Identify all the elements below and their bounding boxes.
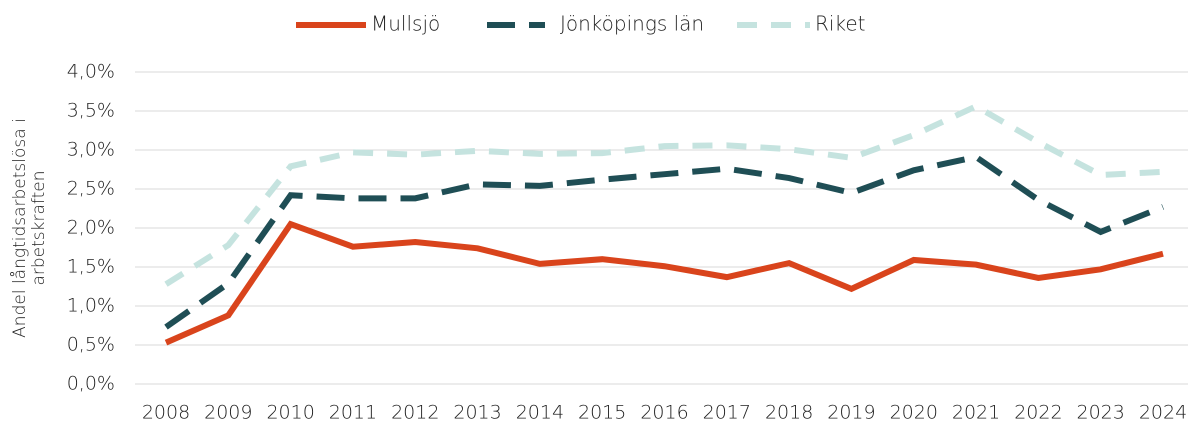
x-tick-label: 2018: [765, 402, 813, 423]
y-tick-label: 4,0%: [67, 61, 115, 83]
legend-label: Jönköpings län: [560, 12, 704, 36]
series-line: [164, 153, 1165, 330]
legend-label: Riket: [815, 12, 865, 36]
x-tick-label: 2011: [329, 402, 377, 423]
x-tick-label: 2024: [1139, 402, 1187, 423]
y-tick-label: 2,0%: [67, 217, 115, 239]
x-tick-label: 2017: [703, 402, 751, 423]
x-tick-label: 2009: [204, 402, 252, 423]
y-tick-label: 3,5%: [67, 100, 115, 122]
x-tick-label: 2008: [142, 402, 190, 423]
x-tick-label: 2010: [266, 402, 314, 423]
y-tick-label: 0,5%: [67, 334, 115, 356]
y-tick-label: 1,0%: [67, 295, 115, 317]
x-tick-label: 2012: [391, 402, 439, 423]
y-axis-label: Andel långtidsarbetslösa i arbetskraften: [10, 118, 49, 338]
x-tick-label: 2014: [516, 402, 564, 423]
x-tick-label: 2013: [453, 402, 501, 423]
y-tick-label: 3,0%: [67, 139, 115, 161]
x-tick-label: 2019: [827, 402, 875, 423]
y-tick-label: 0,0%: [67, 373, 115, 395]
series-line: [164, 102, 1164, 287]
x-tick-label: 2015: [578, 402, 626, 423]
legend-label: Mullsjö: [371, 12, 440, 36]
x-tick-label: 2023: [1077, 402, 1125, 423]
series-line: [164, 220, 1164, 346]
x-tick-label: 2021: [952, 402, 1000, 423]
y-tick-label: 1,5%: [67, 256, 115, 278]
y-tick-label: 2,5%: [67, 178, 115, 200]
x-tick-label: 2022: [1014, 402, 1062, 423]
x-tick-label: 2016: [640, 402, 688, 423]
x-tick-label: 2020: [890, 402, 938, 423]
